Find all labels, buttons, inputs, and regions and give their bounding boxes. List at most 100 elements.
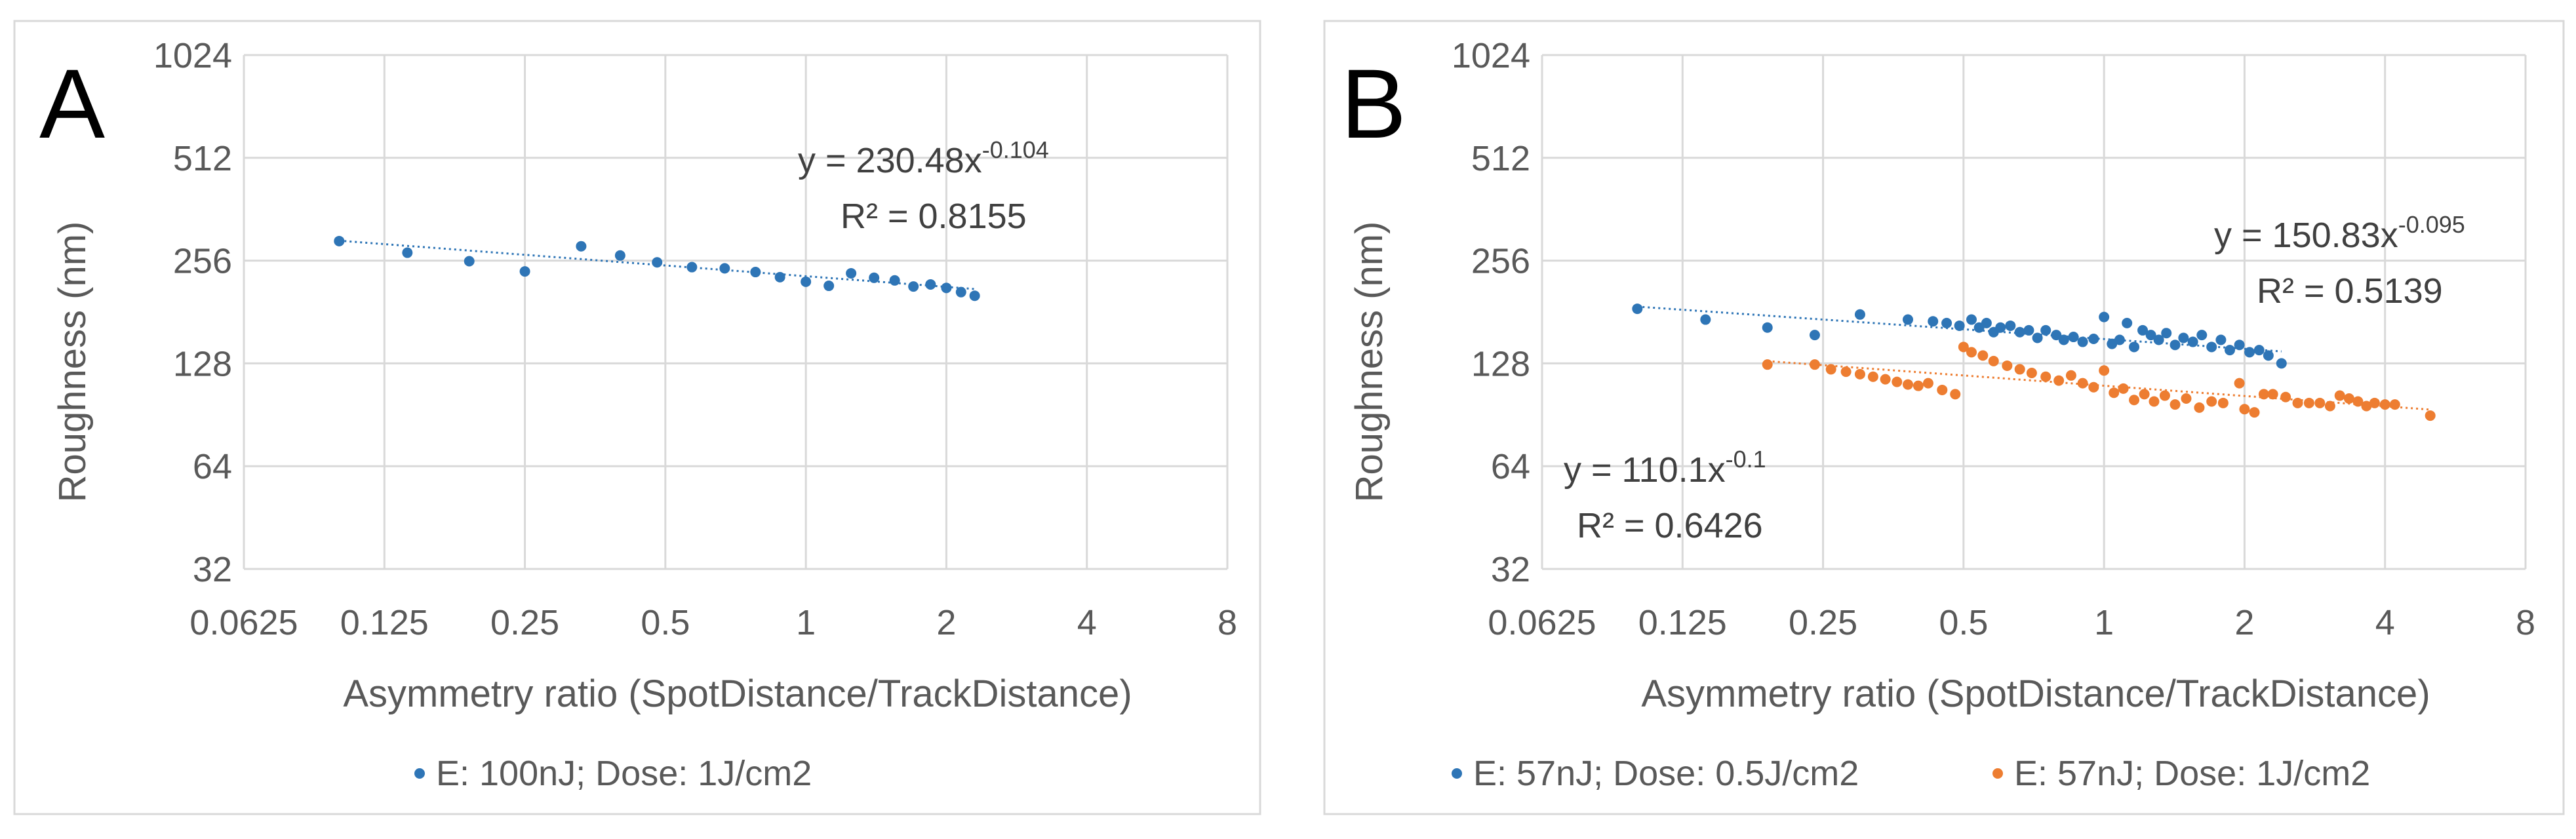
data-point: [2170, 340, 2181, 351]
data-point: [2343, 393, 2354, 404]
data-point: [1966, 314, 1977, 325]
data-point: [2187, 336, 2198, 347]
data-point: [2244, 347, 2255, 358]
data-point: [1903, 314, 1914, 325]
y-tick-label: 64: [1491, 447, 1530, 486]
y-tick-label: 512: [1471, 139, 1530, 178]
data-point: [2129, 395, 2140, 406]
data-point: [2159, 390, 2170, 401]
data-point: [1632, 303, 1643, 315]
data-point: [686, 262, 698, 273]
x-tick-labels: 0.0625 0.125 0.25 0.5 1 2 4 8: [1488, 603, 2535, 642]
x-tick-label: 2: [2234, 603, 2254, 642]
legend-marker-series-1: [1452, 768, 1462, 779]
y-tick-label: 32: [193, 550, 232, 589]
data-point: [402, 247, 413, 258]
data-point: [719, 263, 730, 274]
data-point: [941, 283, 952, 294]
data-points: [334, 235, 980, 302]
chart-frame: [1323, 20, 2565, 815]
data-point: [2149, 396, 2160, 407]
data-point: [652, 257, 663, 268]
trendline-equation-blue: y = 150.83x-0.095: [2214, 211, 2465, 255]
x-tick-label: 0.5: [641, 603, 690, 642]
y-tick-label: 256: [1471, 242, 1530, 281]
data-point: [334, 235, 345, 246]
data-point: [1950, 389, 1961, 400]
y-tick-label: 1024: [1452, 36, 1530, 75]
chart-frame: [13, 20, 1261, 815]
data-point: [2026, 367, 2037, 378]
data-point: [519, 266, 530, 277]
data-point: [1892, 376, 1903, 387]
data-point: [2114, 334, 2125, 345]
data-point: [1954, 320, 1965, 331]
data-point: [2389, 399, 2400, 410]
data-point: [2137, 324, 2149, 336]
x-tick-label: 0.25: [1789, 603, 1857, 642]
y-tick-label: 64: [193, 447, 232, 486]
data-point: [2253, 345, 2265, 356]
data-point: [2088, 381, 2099, 393]
data-point: [1981, 317, 1992, 328]
data-point: [614, 250, 625, 261]
x-tick-label: 8: [1218, 603, 1237, 642]
x-tick-label: 4: [2375, 603, 2395, 642]
data-point: [2053, 375, 2065, 386]
trendlines: [339, 239, 975, 290]
data-point: [1809, 330, 1820, 341]
legend-label-series-1: E: 57nJ; Dose: 0.5J/cm2: [1473, 754, 1859, 793]
data-point: [2005, 320, 2016, 331]
data-point: [2178, 332, 2189, 343]
x-tick-label: 0.125: [1638, 603, 1727, 642]
data-point: [823, 281, 835, 292]
data-point: [1977, 350, 1989, 361]
data-point: [2118, 383, 2129, 394]
data-point: [2023, 324, 2034, 336]
x-tick-label: 1: [2094, 603, 2114, 642]
data-point: [1966, 347, 1977, 358]
legend-marker-series-2: [1992, 768, 2003, 779]
data-point: [2324, 400, 2335, 412]
data-point: [2145, 330, 2156, 341]
data-point: [2196, 330, 2208, 341]
x-tick-label: 1: [796, 603, 816, 642]
y-tick-label: 1024: [153, 36, 232, 75]
data-point: [2280, 391, 2291, 402]
data-point: [1762, 322, 1773, 333]
panel-label: B: [1341, 49, 1406, 159]
data-point: [1903, 379, 1914, 390]
data-point: [1762, 359, 1773, 370]
y-tick-label: 128: [173, 344, 232, 383]
svg-text:y = 150.83x-0.095: y = 150.83x-0.095: [2214, 211, 2465, 255]
y-tick-label: 512: [173, 139, 232, 178]
data-point: [2077, 336, 2088, 347]
data-point: [2314, 397, 2326, 408]
data-point: [2014, 326, 2025, 338]
y-tick-label: 128: [1471, 344, 1530, 383]
legend: E: 100nJ; Dose: 1J/cm2: [414, 754, 812, 793]
data-point: [1700, 314, 1711, 325]
x-tick-label: 8: [2516, 603, 2535, 642]
data-point: [1809, 359, 1820, 370]
svg-text:y = 110.1x-0.1: y = 110.1x-0.1: [1564, 446, 1766, 490]
data-point: [2267, 389, 2278, 400]
data-point: [2206, 341, 2217, 353]
trendline-series-1: [339, 239, 975, 290]
data-point: [2425, 410, 2436, 421]
data-point: [1958, 341, 1969, 353]
data-point: [955, 286, 966, 298]
x-tick-label: 0.125: [340, 603, 429, 642]
grid-lines: [243, 54, 1229, 570]
data-point: [2234, 378, 2245, 389]
legend-label-series-2: E: 57nJ; Dose: 1J/cm2: [2014, 754, 2370, 793]
trendline-equation-orange: y = 110.1x-0.1: [1564, 446, 1766, 490]
legend-label-series-1: E: 100nJ; Dose: 1J/cm2: [436, 754, 812, 793]
data-point: [2334, 390, 2345, 401]
data-point: [2217, 397, 2229, 408]
chart-panel-b: 0.0625 0.125 0.25 0.5 1 2 4 8 32 64 128 256 512 1024…: [1323, 20, 2565, 815]
data-point: [2099, 365, 2110, 376]
data-point: [2122, 317, 2133, 328]
data-point: [2099, 311, 2110, 322]
data-point: [2153, 334, 2164, 345]
